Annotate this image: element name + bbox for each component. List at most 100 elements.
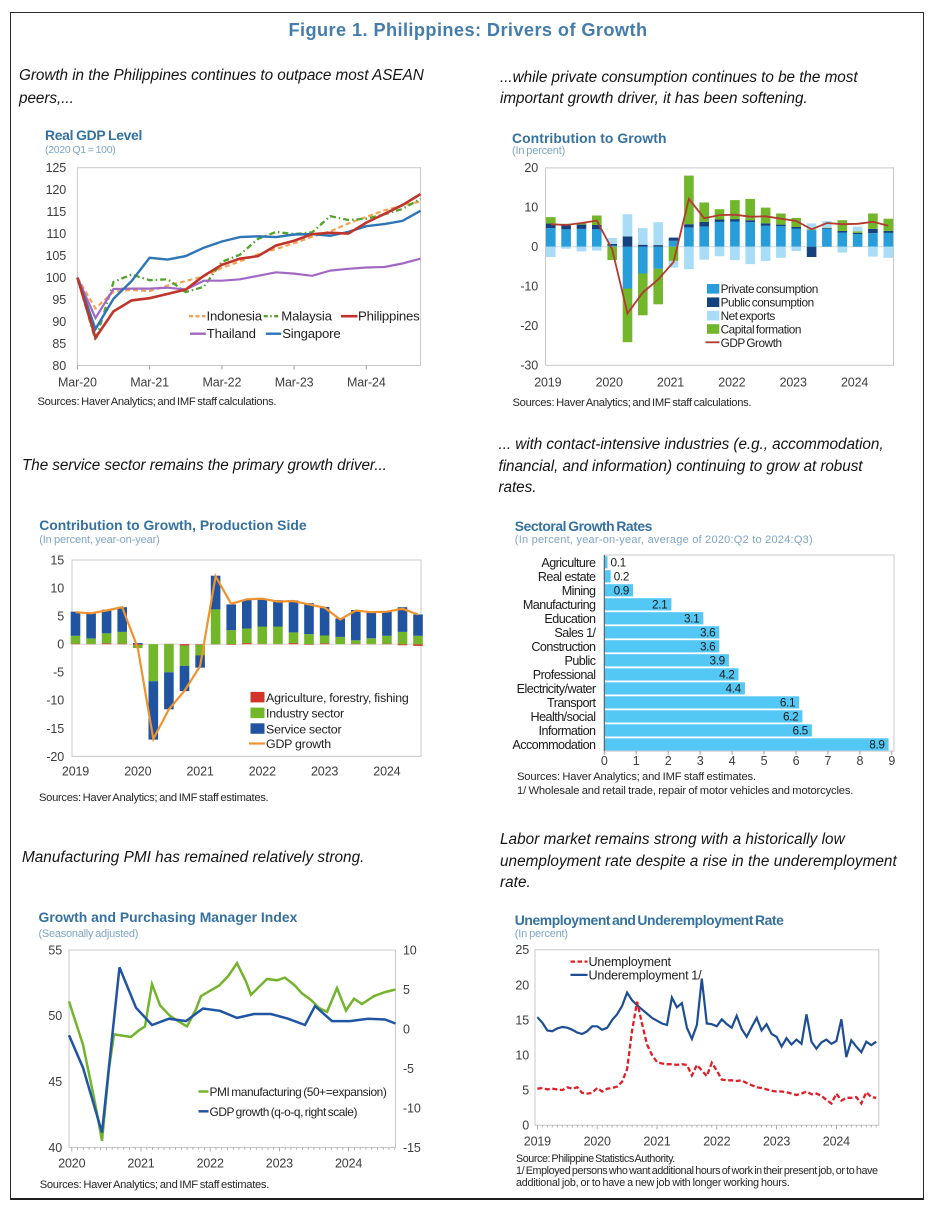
svg-text:Malaysia: Malaysia (281, 309, 332, 324)
svg-text:3.9: 3.9 (710, 654, 725, 668)
svg-text:Singapore: Singapore (282, 326, 340, 341)
svg-text:100: 100 (46, 271, 67, 285)
svg-text:-10: -10 (46, 694, 64, 708)
svg-text:2020: 2020 (596, 376, 623, 390)
svg-text:20: 20 (524, 161, 538, 175)
svg-text:0: 0 (57, 638, 64, 652)
svg-text:Electricity/water: Electricity/water (517, 682, 596, 696)
svg-text:0.2: 0.2 (614, 570, 629, 584)
svg-text:-15: -15 (403, 1141, 421, 1155)
svg-text:-10: -10 (403, 1101, 421, 1115)
svg-text:-15: -15 (46, 722, 64, 736)
svg-text:GDP growth: GDP growth (266, 737, 331, 751)
svg-text:8: 8 (856, 754, 863, 768)
svg-text:3.6: 3.6 (700, 640, 716, 654)
svg-text:-30: -30 (520, 359, 538, 373)
svg-text:2.1: 2.1 (652, 598, 667, 612)
svg-text:Manufacturing: Manufacturing (523, 598, 596, 612)
svg-text:Agriculture: Agriculture (541, 556, 596, 570)
svg-text:Mar-24: Mar-24 (347, 376, 386, 390)
svg-text:10: 10 (524, 201, 538, 215)
svg-text:40: 40 (48, 1141, 62, 1155)
svg-text:GDP growth (q-o-q, right scale: GDP growth (q-o-q, right scale) (210, 1105, 358, 1119)
svg-text:Net exports: Net exports (721, 309, 776, 323)
svg-text:4: 4 (729, 754, 736, 768)
svg-text:Accommodation: Accommodation (512, 738, 596, 752)
svg-text:6.1: 6.1 (780, 696, 795, 710)
svg-text:2024: 2024 (335, 1156, 362, 1170)
svg-text:Health/social: Health/social (531, 710, 596, 724)
svg-text:Agriculture, forestry, fishing: Agriculture, forestry, fishing (266, 691, 409, 705)
svg-text:Transport: Transport (547, 696, 597, 710)
svg-text:2019: 2019 (534, 376, 561, 390)
svg-text:Underemployment 1/: Underemployment 1/ (589, 968, 703, 982)
svg-text:Education: Education (544, 612, 596, 626)
svg-text:-10: -10 (520, 280, 538, 294)
svg-text:-5: -5 (403, 1062, 414, 1076)
svg-text:Mar-21: Mar-21 (130, 376, 169, 390)
svg-text:2020: 2020 (58, 1156, 85, 1170)
svg-text:2021: 2021 (657, 376, 684, 390)
svg-text:Public consumption: Public consumption (721, 296, 814, 310)
svg-text:3.6: 3.6 (700, 626, 716, 640)
svg-text:2023: 2023 (780, 376, 807, 390)
svg-text:Sales 1/: Sales 1/ (554, 626, 596, 640)
svg-text:GDP Growth: GDP Growth (721, 336, 782, 350)
svg-text:PMI manufacturing (50+=expansi: PMI manufacturing (50+=expansion) (210, 1085, 387, 1099)
svg-text:Information: Information (539, 724, 596, 738)
svg-text:Unemployment: Unemployment (589, 955, 672, 969)
svg-text:5: 5 (522, 1084, 529, 1098)
svg-text:Mining: Mining (562, 584, 596, 598)
svg-text:95: 95 (52, 293, 66, 307)
svg-text:Industry sector: Industry sector (266, 707, 344, 721)
svg-text:Indonesia: Indonesia (207, 309, 263, 324)
svg-text:7: 7 (824, 754, 831, 768)
svg-text:25: 25 (515, 943, 529, 957)
svg-text:2022: 2022 (703, 1134, 730, 1148)
svg-text:-20: -20 (46, 750, 64, 764)
svg-text:20: 20 (515, 978, 529, 992)
svg-text:10: 10 (515, 1048, 529, 1062)
svg-text:Mar-23: Mar-23 (275, 376, 314, 390)
svg-text:6.2: 6.2 (783, 710, 798, 724)
svg-text:Thailand: Thailand (207, 326, 256, 341)
svg-text:55: 55 (48, 943, 62, 957)
svg-text:10: 10 (403, 943, 417, 957)
svg-text:2024: 2024 (373, 765, 400, 779)
svg-text:2020: 2020 (124, 765, 151, 779)
svg-text:0: 0 (522, 1119, 529, 1133)
svg-text:4.2: 4.2 (719, 668, 734, 682)
svg-text:0: 0 (531, 240, 538, 254)
svg-text:2024: 2024 (841, 376, 868, 390)
svg-text:Mar-22: Mar-22 (203, 376, 242, 390)
svg-text:15: 15 (515, 1013, 529, 1027)
svg-text:8.9: 8.9 (869, 738, 884, 752)
svg-text:2020: 2020 (584, 1134, 611, 1148)
svg-text:110: 110 (47, 227, 67, 241)
svg-text:50: 50 (48, 1009, 62, 1023)
svg-text:2021: 2021 (643, 1134, 670, 1148)
svg-text:6: 6 (793, 754, 800, 768)
svg-text:2021: 2021 (186, 765, 213, 779)
svg-text:0: 0 (403, 1022, 410, 1036)
svg-text:2022: 2022 (249, 765, 276, 779)
svg-text:2019: 2019 (62, 765, 89, 779)
svg-text:10: 10 (50, 582, 64, 596)
svg-text:2022: 2022 (718, 376, 745, 390)
svg-text:80: 80 (52, 359, 66, 373)
svg-text:0: 0 (601, 754, 608, 768)
svg-text:2019: 2019 (524, 1134, 551, 1148)
svg-text:105: 105 (46, 249, 67, 263)
svg-text:5: 5 (403, 983, 410, 997)
svg-text:Philippines: Philippines (358, 309, 420, 324)
svg-text:2: 2 (665, 754, 672, 768)
svg-text:2024: 2024 (823, 1134, 850, 1148)
svg-text:2023: 2023 (266, 1156, 293, 1170)
svg-text:45: 45 (48, 1075, 62, 1089)
svg-text:3: 3 (697, 754, 704, 768)
svg-text:2022: 2022 (197, 1156, 224, 1170)
svg-text:0.9: 0.9 (614, 584, 629, 598)
svg-text:85: 85 (52, 337, 66, 351)
svg-text:2023: 2023 (311, 765, 338, 779)
svg-text:15: 15 (50, 553, 64, 567)
